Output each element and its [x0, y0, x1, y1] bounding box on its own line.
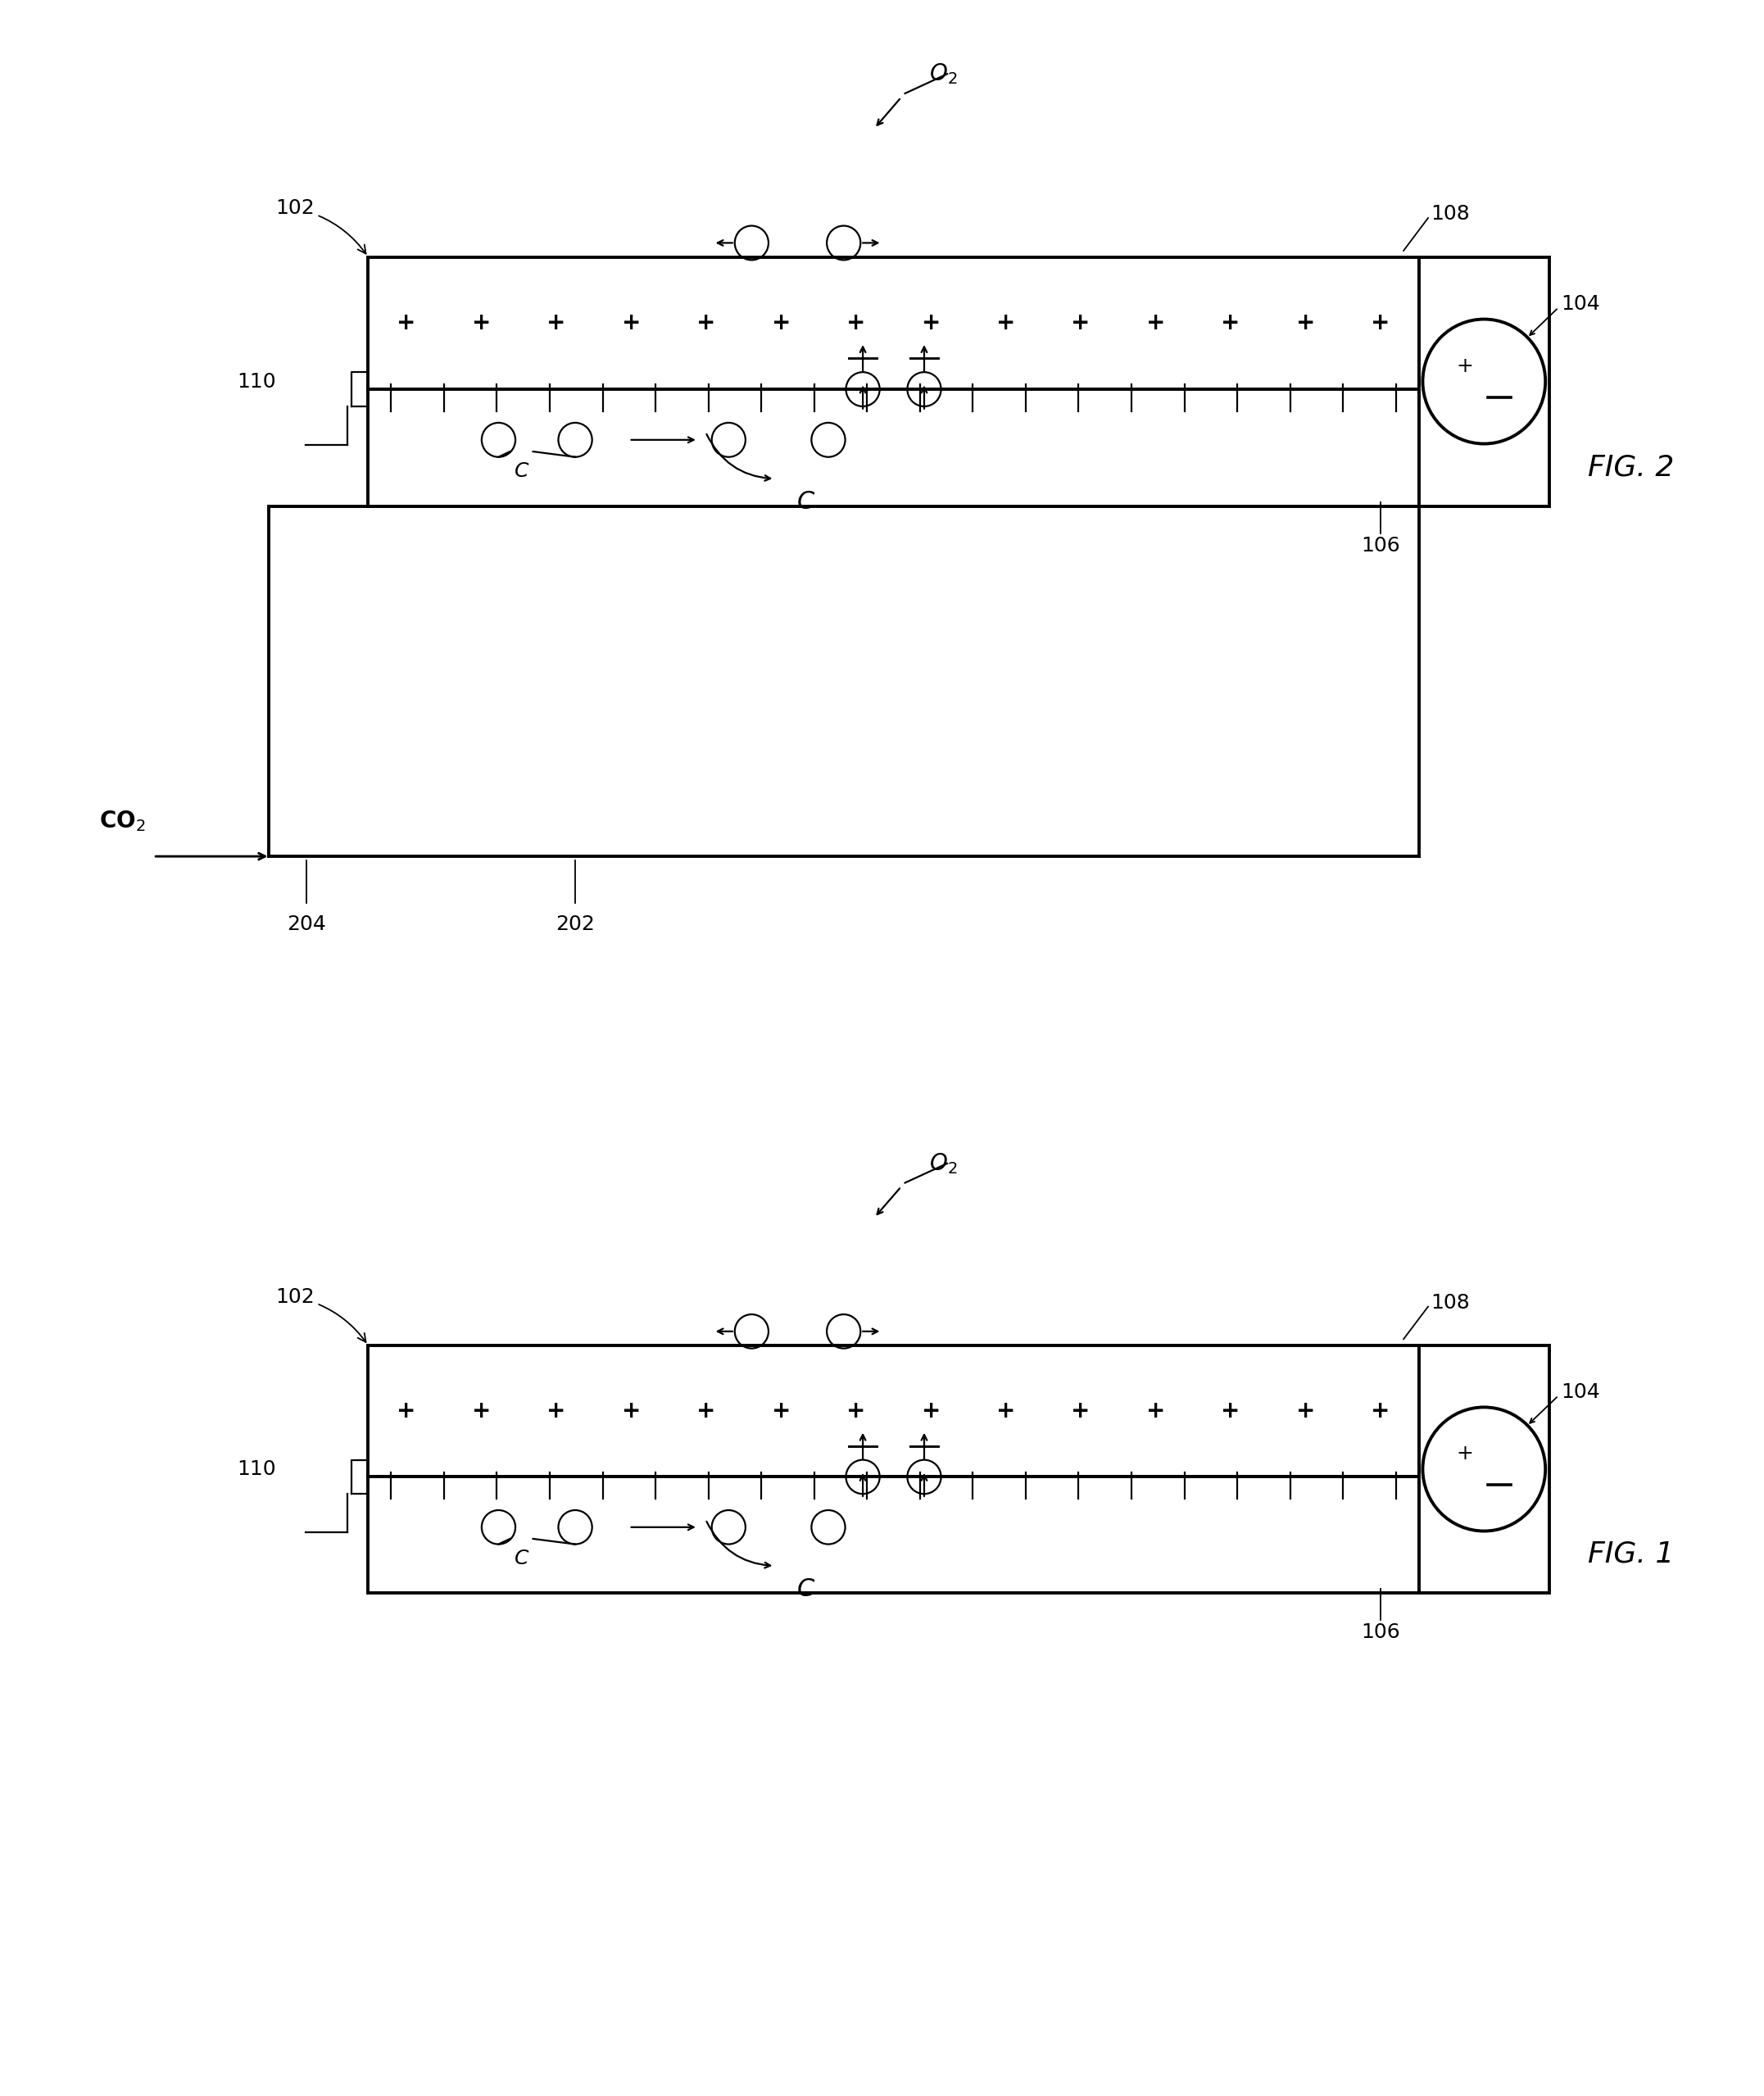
Text: 102: 102 — [275, 1287, 365, 1341]
Bar — [369, 258, 1418, 390]
Text: +: + — [771, 312, 790, 335]
Bar — [1418, 258, 1549, 505]
Text: +: + — [1457, 1444, 1473, 1463]
Text: +: + — [997, 1400, 1016, 1423]
Text: +: + — [921, 312, 940, 335]
Text: +: + — [921, 1400, 940, 1423]
Text: 104: 104 — [1561, 293, 1600, 314]
Text: +: + — [847, 312, 866, 335]
Text: O$_2$: O$_2$ — [930, 61, 958, 86]
Text: +: + — [1221, 1400, 1240, 1423]
Text: +: + — [1071, 312, 1090, 335]
Text: +: + — [1297, 1400, 1316, 1423]
Text: FIG. 1: FIG. 1 — [1588, 1541, 1674, 1568]
Text: +: + — [621, 312, 640, 335]
Text: +: + — [997, 312, 1016, 335]
Text: +: + — [697, 1400, 716, 1423]
Text: 204: 204 — [288, 914, 326, 935]
Text: CO$_2$: CO$_2$ — [99, 809, 146, 834]
Bar — [369, 1478, 1418, 1593]
Text: 108: 108 — [1431, 1293, 1469, 1312]
Text: +: + — [471, 1400, 490, 1423]
Text: +: + — [771, 1400, 790, 1423]
Text: C: C — [797, 1576, 813, 1601]
Text: +: + — [471, 312, 490, 335]
Bar — [369, 1346, 1418, 1478]
Text: +: + — [1457, 356, 1473, 375]
Bar — [369, 390, 1418, 505]
Text: 106: 106 — [1362, 1622, 1401, 1641]
Text: +: + — [1071, 1400, 1090, 1423]
Text: +: + — [1147, 1400, 1166, 1423]
Text: +: + — [397, 1400, 416, 1423]
Text: +: + — [621, 1400, 640, 1423]
Text: 102: 102 — [275, 199, 365, 254]
Text: +: + — [547, 1400, 566, 1423]
Text: +: + — [1371, 1400, 1390, 1423]
Text: 104: 104 — [1561, 1381, 1600, 1402]
Text: +: + — [1297, 312, 1316, 335]
Text: +: + — [1221, 312, 1240, 335]
Text: C: C — [797, 490, 813, 514]
Text: 110: 110 — [236, 371, 277, 392]
Text: +: + — [697, 312, 716, 335]
Text: +: + — [847, 1400, 866, 1423]
Text: 106: 106 — [1362, 537, 1401, 555]
Text: +: + — [1147, 312, 1166, 335]
Text: +: + — [397, 312, 416, 335]
Bar — [1418, 1346, 1549, 1593]
Text: +: + — [547, 312, 566, 335]
Text: 110: 110 — [236, 1459, 277, 1480]
Text: C: C — [515, 1549, 529, 1568]
Text: C: C — [515, 461, 529, 480]
Text: 108: 108 — [1431, 203, 1469, 224]
Text: FIG. 2: FIG. 2 — [1588, 453, 1674, 482]
Text: 202: 202 — [556, 914, 594, 935]
Text: O$_2$: O$_2$ — [930, 1151, 958, 1176]
Text: +: + — [1371, 312, 1390, 335]
